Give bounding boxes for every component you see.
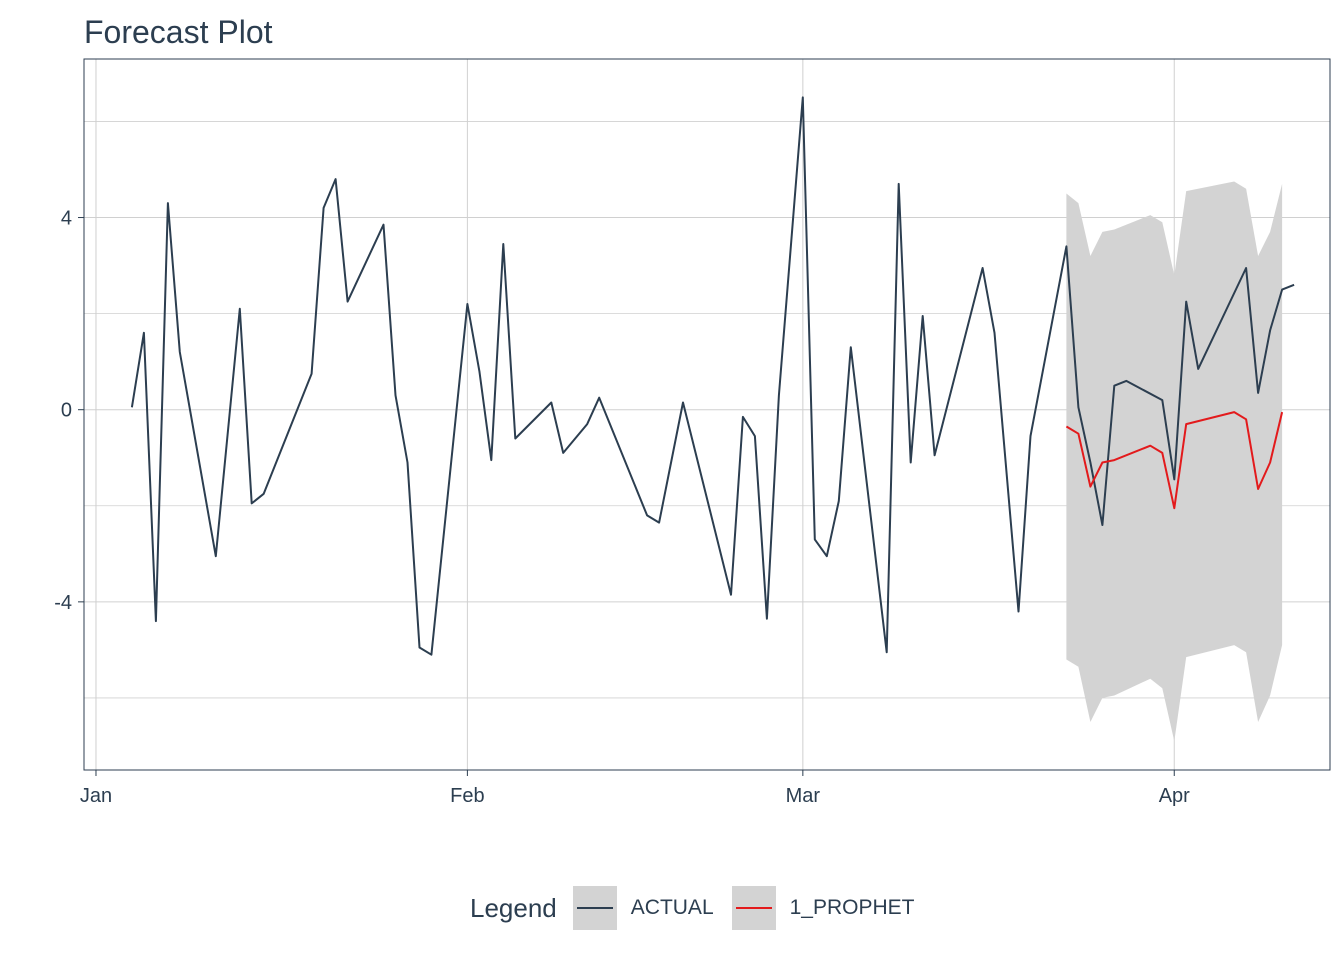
legend: Legend ACTUAL 1_PROPHET: [470, 884, 933, 932]
legend-label-actual: ACTUAL: [630, 896, 714, 919]
legend-key-actual: [572, 886, 617, 930]
plot-panel-border: [83, 58, 1331, 771]
legend-swatch-prophet: [735, 907, 772, 909]
legend-title: Legend: [470, 892, 557, 923]
x-tick-label: Apr: [1159, 785, 1190, 807]
legend-label-prophet: 1_PROPHET: [789, 896, 915, 919]
series-line-prophet: [1065, 411, 1284, 510]
y-tick-label: 0: [61, 400, 72, 422]
legend-key-prophet: [731, 886, 776, 930]
legend-swatch-actual: [576, 907, 613, 909]
y-axis: -4 0 4: [54, 208, 84, 614]
x-tick-label: Mar: [786, 785, 821, 807]
chart-title: Forecast Plot: [84, 14, 273, 50]
x-tick-label: Feb: [450, 785, 484, 807]
y-tick-label: -4: [54, 592, 72, 614]
x-axis: Jan Feb Mar Apr: [80, 770, 1190, 807]
prediction-interval-layer: [1066, 181, 1283, 742]
series-line-actual: [130, 96, 1295, 656]
prediction-interval-band: [1066, 181, 1283, 742]
y-tick-label: 4: [61, 208, 72, 230]
series-layer: [130, 96, 1295, 656]
x-tick-label: Jan: [80, 785, 112, 807]
